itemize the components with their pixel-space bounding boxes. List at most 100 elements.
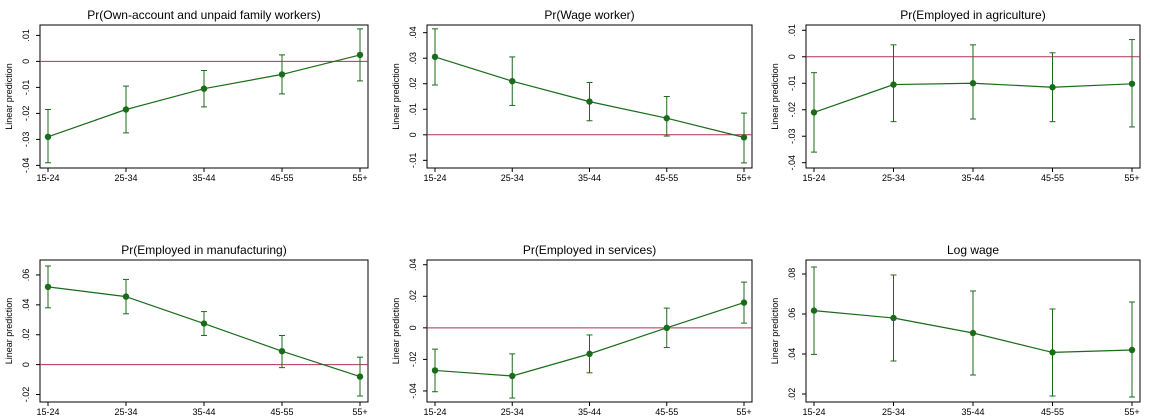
x-tick-label: 45-55 [655, 173, 678, 183]
x-tick-label: 35-44 [192, 173, 215, 183]
y-tick-label: 0 [787, 54, 797, 59]
data-point [890, 314, 897, 322]
x-tick-label: 15-24 [802, 407, 825, 416]
x-tick-label: 55+ [352, 407, 367, 416]
y-axis-title: Linear prediction [4, 298, 14, 365]
panel-title: Pr(Employed in agriculture) [900, 8, 1045, 22]
y-tick-label: .03 [408, 52, 418, 65]
y-axis-title: Linear prediction [4, 63, 14, 130]
y-tick-label: .02 [408, 290, 418, 303]
data-point [740, 299, 748, 306]
y-tick-label: 0 [408, 132, 418, 137]
y-tick-label: -.02 [21, 387, 31, 403]
data-point [356, 51, 364, 59]
x-tick-label: 55+ [736, 407, 751, 416]
x-tick-label: 25-34 [114, 173, 137, 183]
y-tick-label: .06 [787, 308, 797, 321]
data-point [1128, 346, 1136, 354]
x-tick-label: 45-55 [270, 173, 293, 183]
y-tick-label: .04 [787, 348, 797, 361]
y-tick-label: .04 [408, 26, 418, 39]
y-tick-label: .01 [21, 29, 31, 42]
x-tick-label: 25-34 [882, 407, 905, 416]
panel-5: Pr(Employed in services) Linear predictio… [391, 243, 753, 416]
data-point [663, 115, 670, 122]
panel-title: Pr(Employed in services) [523, 243, 656, 257]
x-tick-label: 25-34 [882, 173, 905, 183]
y-tick-label: -.03 [21, 132, 31, 148]
panel-4: Pr(Employed in manufacturing) Linear pred… [4, 243, 369, 416]
data-point [431, 367, 439, 374]
y-tick-label: -.02 [408, 352, 418, 368]
y-tick-label: -.02 [787, 102, 797, 118]
data-point [1049, 349, 1056, 356]
panel-3: Pr(Employed in agriculture) Linear predic… [770, 8, 1141, 183]
panel-title: Pr(Employed in manufacturing) [121, 243, 286, 257]
data-point [890, 81, 897, 88]
data-point [44, 283, 52, 291]
y-tick-label: .02 [408, 77, 418, 90]
data-point [122, 293, 130, 300]
panel-title: Pr(Wage worker) [544, 8, 634, 22]
y-tick-label: -.03 [787, 128, 797, 144]
data-point [278, 347, 286, 355]
y-tick-label: -.04 [21, 158, 31, 174]
y-tick-label: .01 [787, 24, 797, 37]
data-point [663, 324, 670, 332]
y-axis-title: Linear prediction [391, 298, 401, 365]
data-point [586, 98, 593, 105]
data-point [278, 71, 286, 78]
x-tick-label: 55+ [736, 173, 751, 183]
y-tick-label: 0 [21, 362, 31, 367]
panel-title: Pr(Own-account and unpaid family workers… [87, 8, 320, 22]
data-point [810, 307, 818, 314]
y-tick-label: -.01 [787, 76, 797, 92]
x-tick-label: 35-44 [961, 407, 984, 416]
y-tick-label: .08 [787, 268, 797, 281]
y-tick-label: .02 [787, 388, 797, 401]
panel-title: Log wage [947, 243, 999, 257]
x-tick-label: 35-44 [192, 407, 215, 416]
data-point [356, 373, 364, 380]
x-tick-label: 55+ [1124, 407, 1139, 416]
y-axis-title: Linear prediction [391, 63, 401, 130]
y-axis-title: Linear prediction [770, 298, 780, 365]
data-point [200, 85, 208, 92]
y-tick-label: -.02 [21, 106, 31, 122]
data-point [1128, 80, 1136, 87]
x-tick-label: 15-24 [802, 173, 825, 183]
x-tick-label: 45-55 [655, 407, 678, 416]
data-point [969, 329, 977, 337]
x-tick-label: 15-24 [36, 173, 59, 183]
x-tick-label: 15-24 [36, 407, 59, 416]
y-tick-label: -.01 [21, 80, 31, 96]
x-tick-label: 25-34 [501, 407, 524, 416]
data-point [509, 77, 516, 85]
y-tick-label: -.04 [787, 155, 797, 171]
y-tick-label: -.04 [408, 383, 418, 399]
y-tick-label: .04 [21, 299, 31, 312]
y-tick-label: -.01 [408, 153, 418, 169]
y-tick-label: .02 [21, 328, 31, 341]
x-tick-label: 35-44 [578, 173, 601, 183]
data-point [122, 106, 130, 113]
data-point [586, 350, 593, 358]
data-point [44, 133, 52, 140]
panel-2: Pr(Wage worker) Linear prediction -.01 0 .01… [391, 8, 753, 183]
data-point [810, 109, 818, 116]
x-tick-label: 25-34 [501, 173, 524, 183]
y-tick-label: .06 [21, 269, 31, 282]
x-tick-label: 45-55 [1041, 173, 1064, 183]
x-tick-label: 25-34 [114, 407, 137, 416]
plot-frame [426, 259, 753, 403]
y-tick-label: .01 [408, 103, 418, 116]
x-tick-label: 15-24 [423, 173, 446, 183]
data-point [969, 80, 977, 87]
panel-6: Log wage Linear prediction .02 .04 .06 .08 15-… [770, 243, 1141, 416]
y-tick-label: .04 [408, 258, 418, 271]
x-tick-label: 15-24 [423, 407, 446, 416]
panel-1: Pr(Own-account and unpaid family workers… [4, 8, 369, 183]
data-point [200, 320, 208, 327]
data-point [740, 134, 748, 141]
